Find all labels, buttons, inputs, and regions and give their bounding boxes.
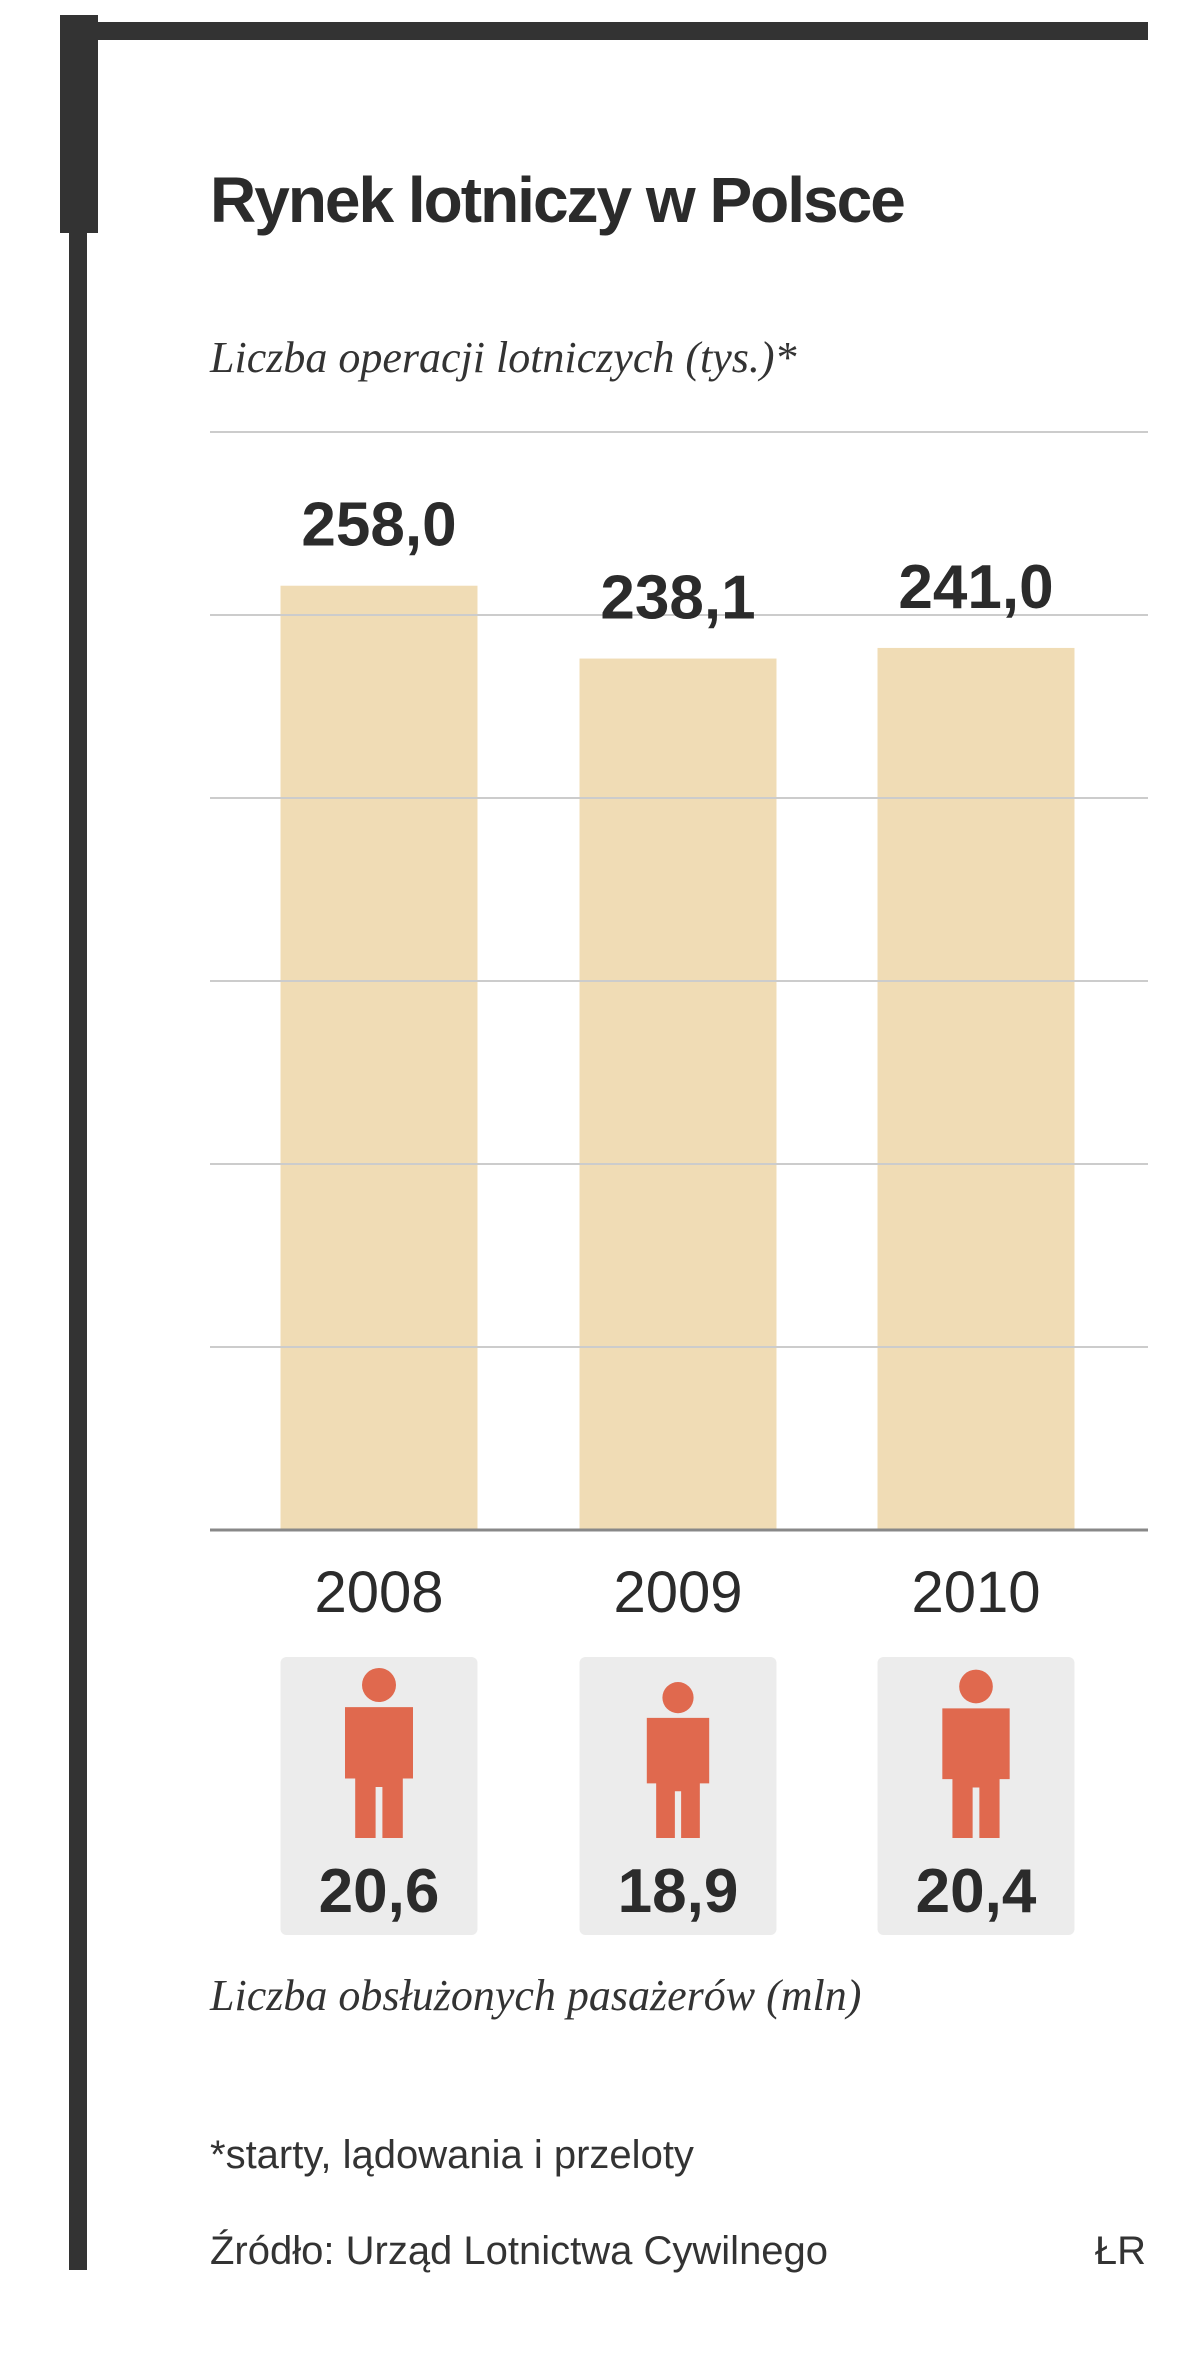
- footnote: *starty, lądowania i przeloty: [210, 2133, 694, 2177]
- passenger-box: [877, 1657, 1075, 1935]
- credit: ŁR: [1095, 2229, 1146, 2273]
- bar: [280, 585, 478, 1530]
- frame-top: [60, 22, 1148, 40]
- source: Źródło: Urząd Lotnictwa Cywilnego: [210, 2228, 828, 2273]
- value-label: 238,1: [600, 564, 755, 633]
- bar: [877, 647, 1075, 1530]
- passengers-title: Liczba obsłużonych pasażerów (mln): [209, 1971, 861, 2020]
- x-tick-label: 2009: [613, 1560, 742, 1625]
- person-icon: [942, 1669, 1010, 1838]
- chart-title: Rynek lotniczy w Polsce: [210, 164, 904, 236]
- chart-subtitle: Liczba operacji lotniczych (tys.)*: [209, 333, 797, 382]
- value-label: 258,0: [301, 491, 456, 560]
- passenger-box: [280, 1657, 478, 1935]
- x-tick-label: 2008: [314, 1560, 443, 1625]
- frame-left: [69, 15, 87, 2270]
- passenger-label: 18,9: [618, 1857, 739, 1926]
- person-icon: [345, 1668, 413, 1838]
- passenger-box: [579, 1657, 777, 1935]
- passenger-label: 20,4: [916, 1857, 1037, 1926]
- x-tick-label: 2010: [911, 1560, 1040, 1625]
- passenger-label: 20,6: [319, 1857, 440, 1926]
- person-icon: [646, 1682, 710, 1838]
- value-label: 241,0: [898, 553, 1053, 622]
- bar: [579, 658, 777, 1530]
